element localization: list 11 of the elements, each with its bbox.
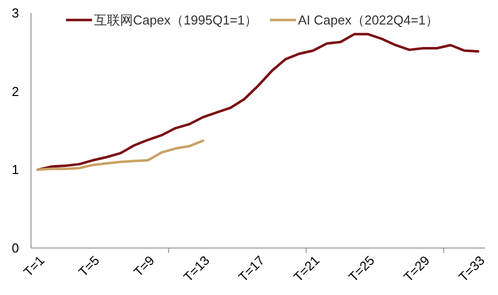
y-tick-label: 3 — [12, 6, 19, 21]
line-series — [36, 32, 480, 171]
line-series — [36, 139, 204, 171]
x-tick-label: T=1 — [20, 252, 48, 280]
legend-label: 互联网Capex（1995Q1=1） — [94, 12, 258, 28]
legend-label: AI Capex（2022Q4=1） — [298, 12, 439, 28]
x-tick-label: T=5 — [76, 252, 102, 280]
y-tick-label: 1 — [12, 162, 19, 178]
x-tick-label: T=9 — [130, 252, 158, 280]
y-tick-label: 0 — [12, 240, 19, 256]
y-tick-label: 2 — [12, 84, 19, 99]
